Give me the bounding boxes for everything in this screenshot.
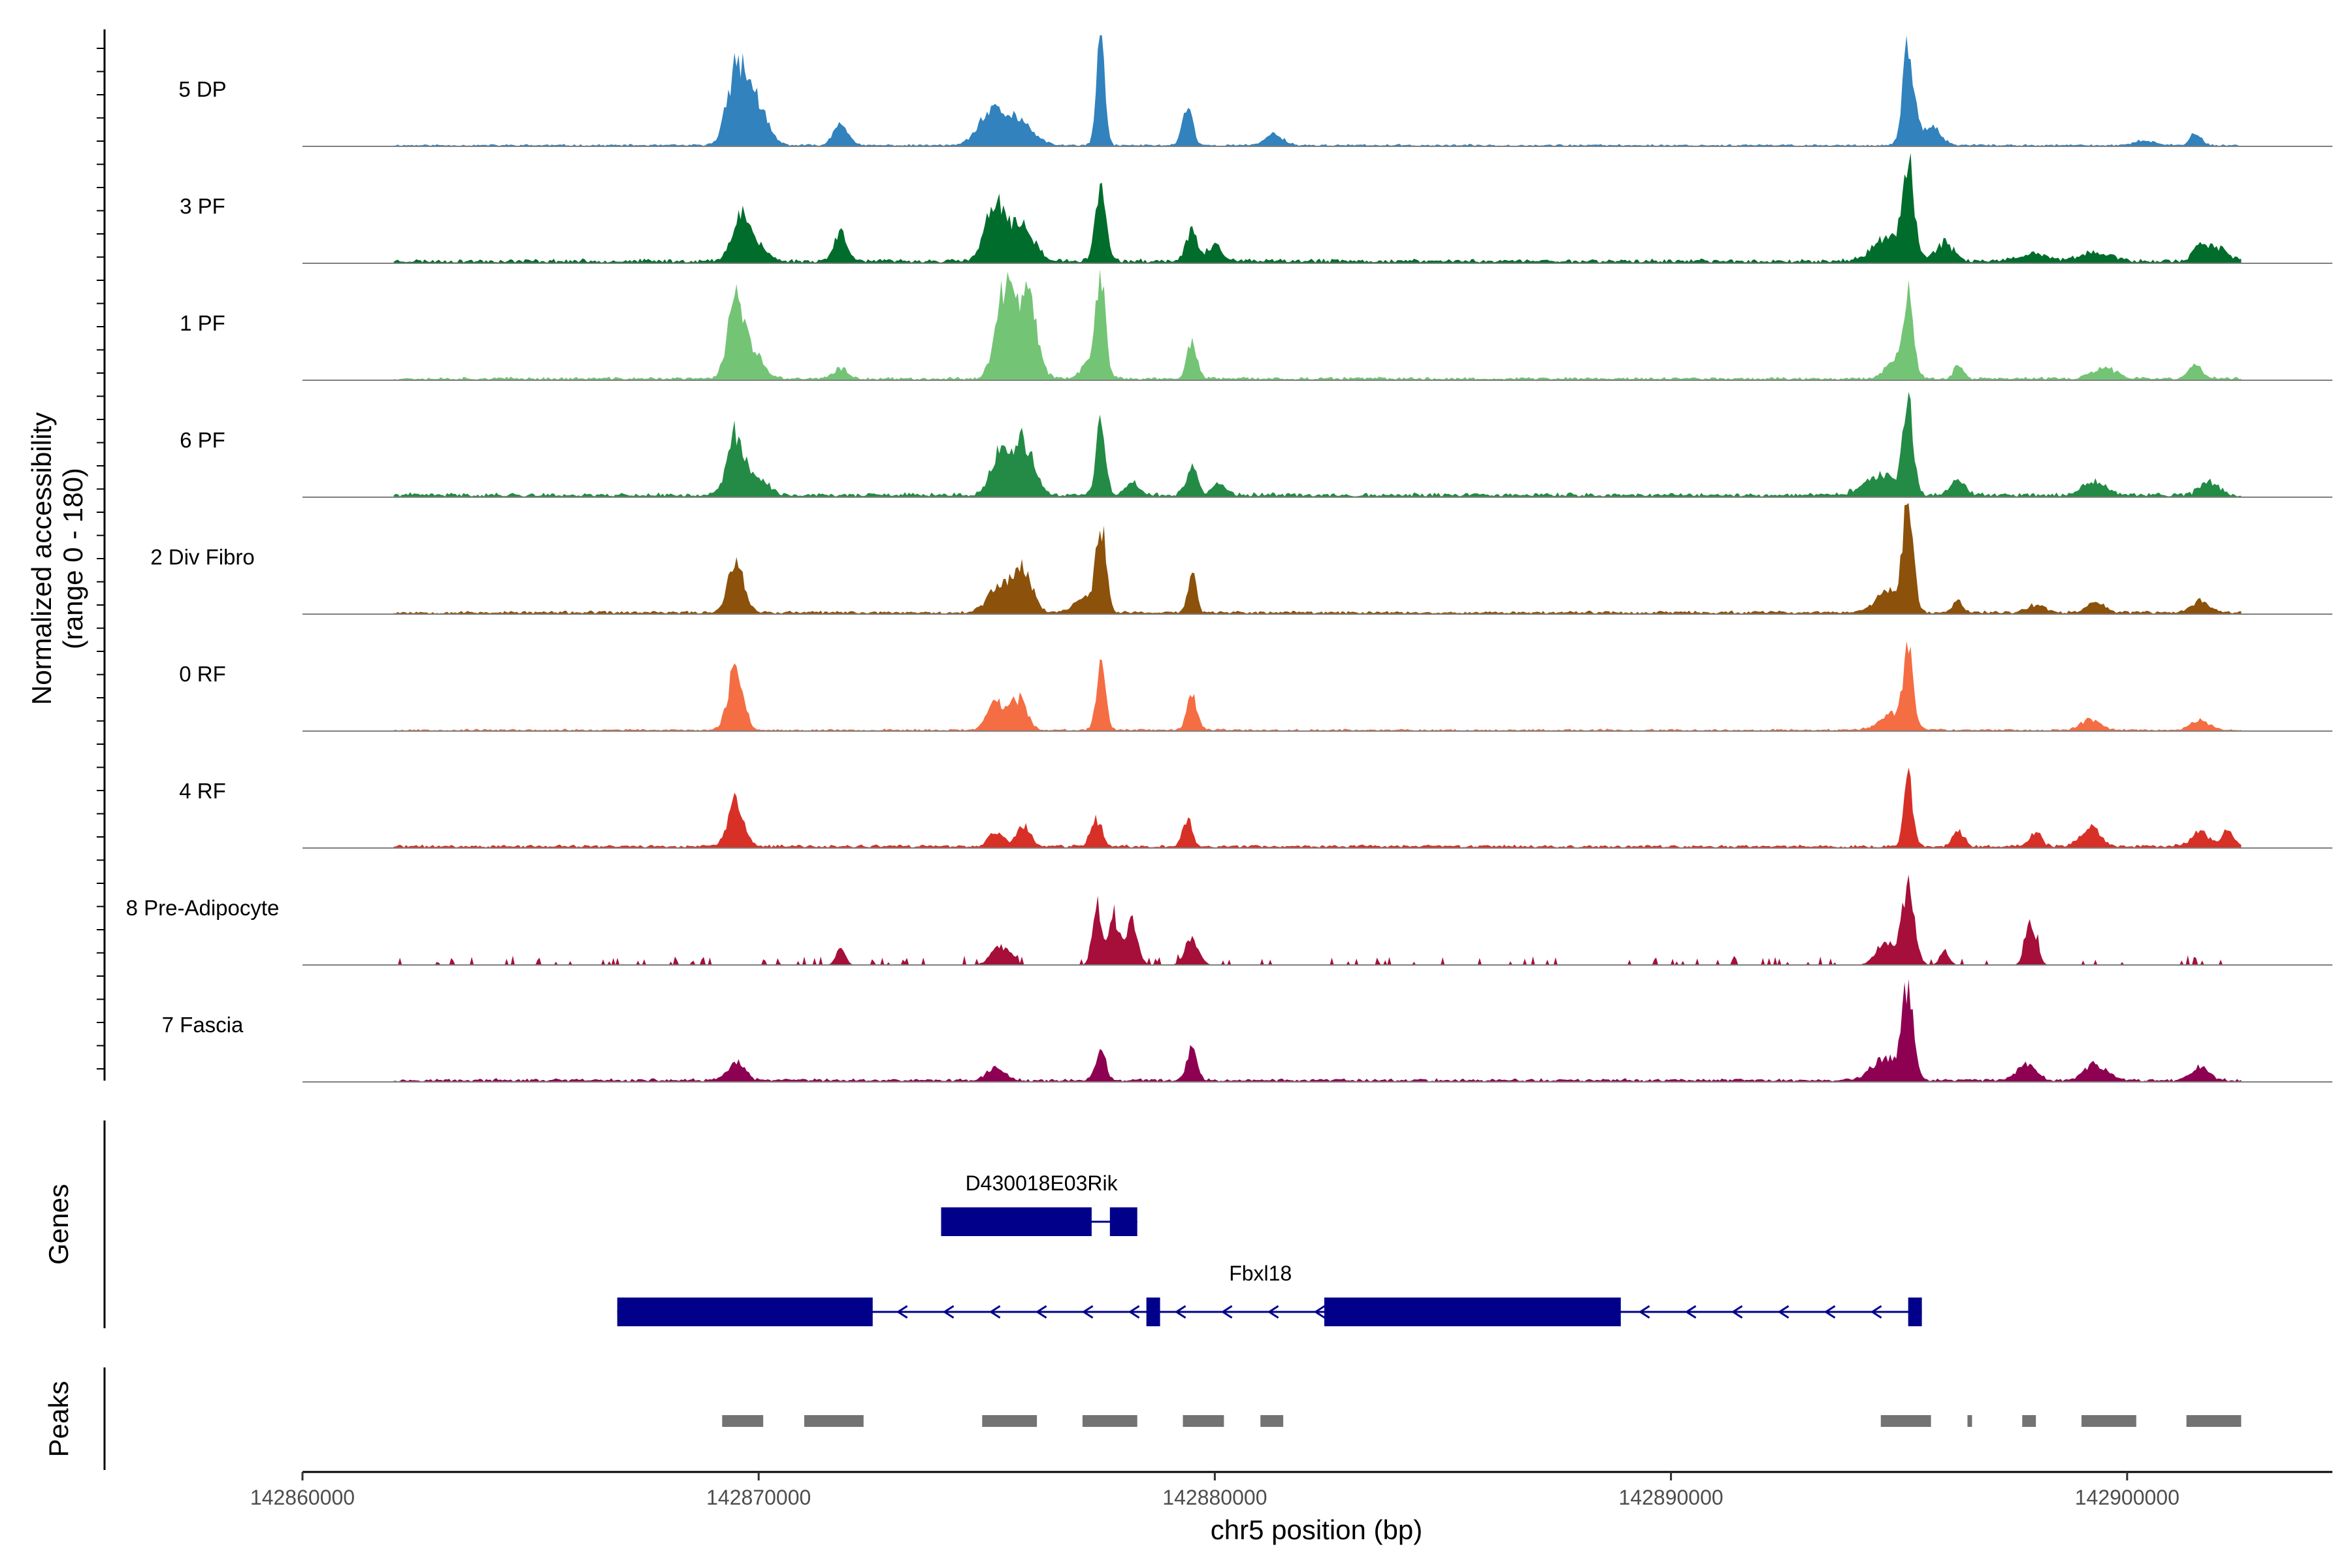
coverage-area-8 [393,979,2242,1082]
coverage-area-1 [393,153,2242,263]
x-tick-label: 142900000 [2075,1486,2180,1509]
peak-region [1082,1415,1137,1427]
peak-region [804,1415,864,1427]
strand-arrow [1081,1305,1094,1319]
track-label-8: 7 Fascia [162,1013,244,1037]
gene-exon [617,1298,873,1326]
y-axis-title-line1: Normalized accessibility [26,412,57,705]
peak-region [2022,1415,2036,1427]
peak-region [1183,1415,1224,1427]
coverage-area-0 [393,35,2242,146]
coverage-tracks [302,35,2332,1083]
strand-arrow [896,1305,908,1319]
strand-arrow [1174,1305,1186,1319]
strand-arrow [1638,1305,1650,1319]
track-label-5: 0 RF [179,662,226,686]
strand-arrow [942,1305,955,1319]
peak-region [722,1415,764,1427]
y-axis-title-line2: (range 0 - 180) [57,468,88,649]
x-tick-label: 142870000 [706,1486,811,1509]
strand-arrow [1823,1305,1836,1319]
x-tick-label: 142860000 [250,1486,355,1509]
genes-track-label: Genes [43,1184,74,1265]
x-axis-title: chr5 position (bp) [1211,1514,1423,1545]
track-label-4: 2 Div Fibro [150,545,255,569]
track-labels: 5 DP 3 PF 1 PF 6 PF 2 Div Fibro 0 RF 4 RF 8 Pre… [126,77,280,1037]
coverage-area-6 [393,767,2242,848]
strand-arrow [1035,1305,1047,1319]
strand-arrow [1870,1305,1882,1319]
gene-exon [1908,1298,1922,1326]
strand-arrow [1128,1305,1140,1319]
track-label-0: 5 DP [178,77,226,101]
track-label-2: 1 PF [180,311,225,335]
track-label-3: 6 PF [180,428,225,452]
x-tick-label: 142880000 [1162,1486,1267,1509]
y-axis [97,29,106,1081]
peaks-track-label: Peaks [43,1381,74,1458]
strand-arrow [1313,1305,1326,1319]
gene-exon [1146,1298,1160,1326]
strand-arrow [988,1305,1001,1319]
strand-arrow [1777,1305,1789,1319]
x-axis: 142860000 142870000 142880000 142890000 1429… [250,1471,2332,1509]
strand-arrow [1267,1305,1279,1319]
peak-region [982,1415,1037,1427]
peaks-track [103,1367,2242,1470]
gene-name-label: Fbxl18 [1229,1262,1292,1285]
track-label-1: 3 PF [180,194,225,218]
x-tick-label: 142890000 [1619,1486,1723,1509]
gene-exon [941,1207,1092,1236]
peak-region [2081,1415,2136,1427]
track-label-7: 8 Pre-Adipocyte [126,896,280,920]
strand-arrow [1220,1305,1233,1319]
coverage-area-3 [393,391,2242,497]
peak-region [2186,1415,2242,1427]
peak-region [1880,1415,1931,1427]
coverage-area-4 [393,503,2242,614]
coverage-area-7 [393,874,2242,965]
strand-arrow [1731,1305,1743,1319]
genes-track: D430018E03Rik Fbxl18 [103,1120,1922,1328]
coverage-area-2 [393,269,2242,380]
peak-region [1967,1415,1972,1427]
strand-arrow [1684,1305,1697,1319]
gene-name-label: D430018E03Rik [966,1171,1119,1195]
gene-exon [1324,1298,1621,1326]
gene-exon [1109,1207,1137,1236]
coverage-area-5 [393,641,2242,731]
track-label-6: 4 RF [179,779,226,803]
peak-region [1260,1415,1284,1427]
